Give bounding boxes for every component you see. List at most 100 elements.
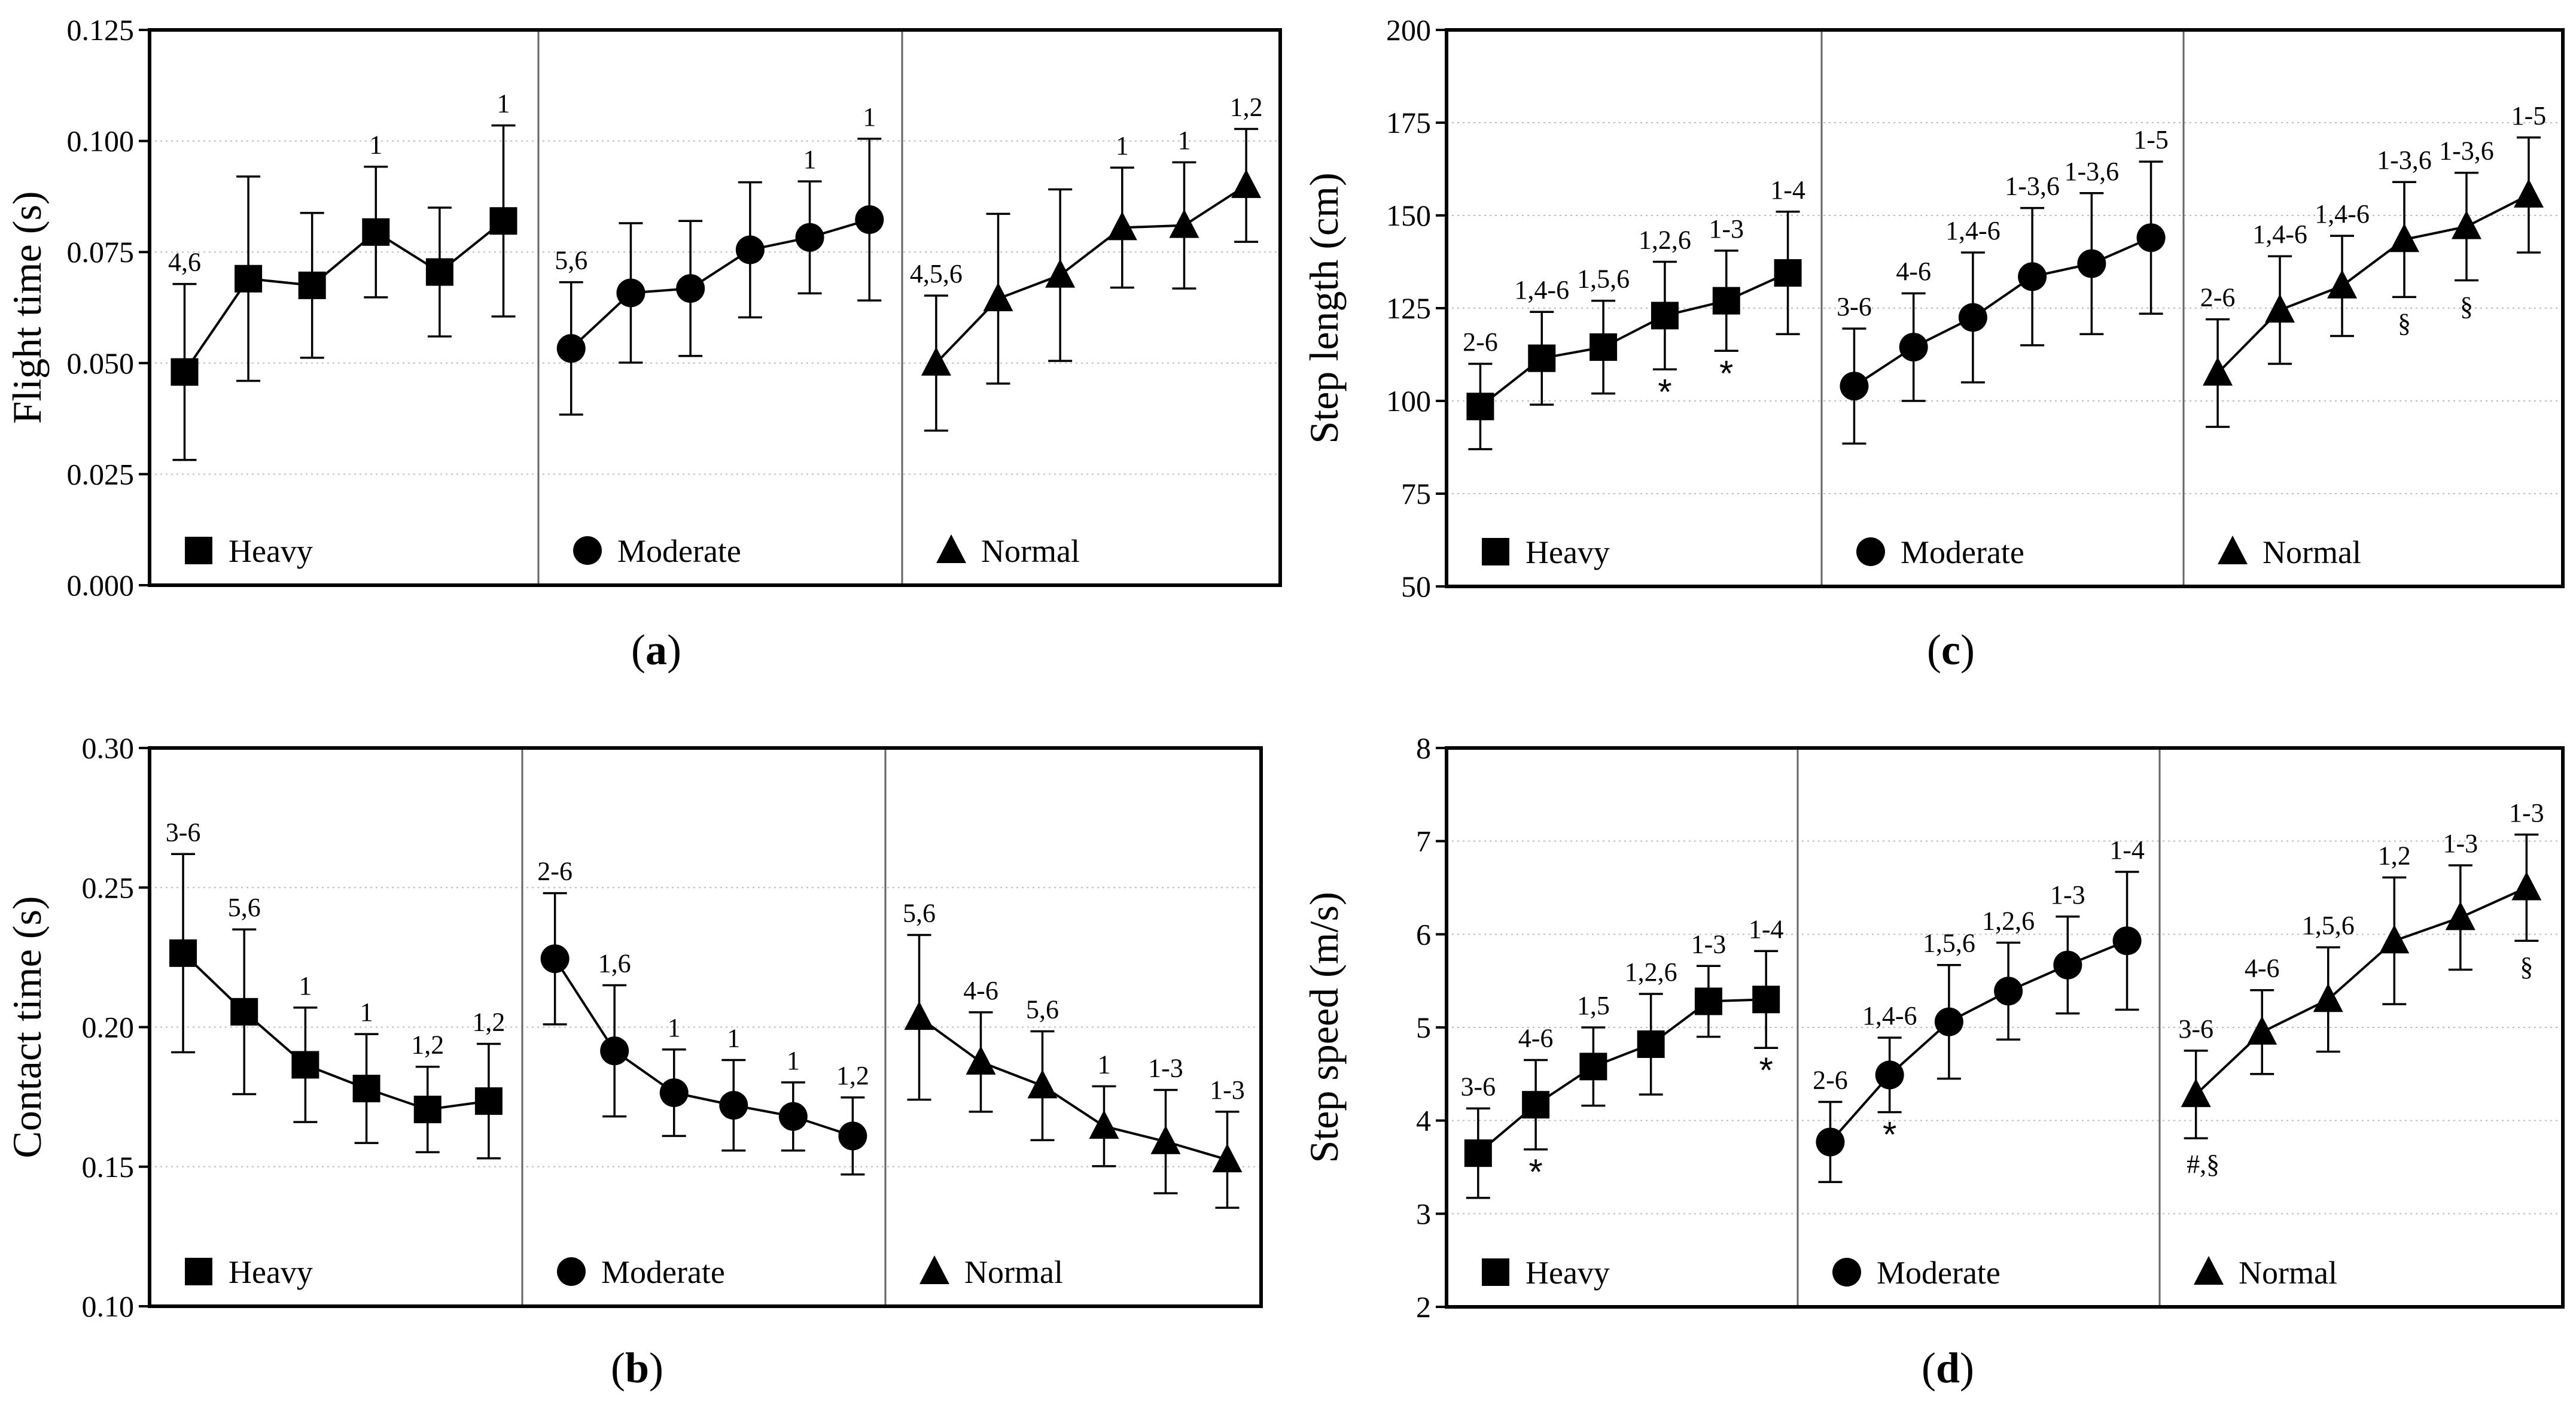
- data-point: [235, 264, 263, 293]
- significance-label: 1,5,6: [1577, 264, 1630, 294]
- data-point: [1694, 987, 1722, 1015]
- y-tick-label: 125: [1386, 291, 1431, 325]
- plot-frame: [148, 28, 1282, 587]
- significance-label: 1: [668, 1013, 681, 1042]
- significance-label: 5,6: [555, 246, 587, 275]
- series-line: [935, 184, 1247, 364]
- data-point: [600, 1036, 629, 1066]
- series-line: [570, 218, 870, 349]
- caption-letter: d: [1936, 1344, 1960, 1392]
- legend-marker: [2194, 1256, 2224, 1285]
- y-tick-label: 75: [1401, 477, 1431, 510]
- data-point: [719, 1091, 748, 1120]
- significance-label: 1: [863, 102, 876, 132]
- data-point: [1712, 287, 1740, 315]
- significance-label: 1-3: [1691, 929, 1727, 959]
- y-axis-title: Flight time (s): [4, 191, 50, 424]
- significance-label: 1: [360, 998, 373, 1027]
- legend-marker: [573, 536, 602, 565]
- significance-label: 1-3: [1148, 1053, 1183, 1082]
- series-line: [918, 1016, 1228, 1161]
- y-tick-label: 0.050: [67, 346, 135, 380]
- y-tick-label: 0.000: [67, 568, 135, 602]
- series-heavy: 4,6 1 1 Heavy: [168, 89, 517, 569]
- data-point: [735, 235, 765, 264]
- data-point: [556, 334, 586, 363]
- y-tick-label: 0.15: [82, 1150, 135, 1184]
- data-point: [2389, 223, 2419, 253]
- data-point: [838, 1121, 867, 1151]
- significance-symbol: *: [1719, 353, 1733, 393]
- data-point: [1466, 393, 1494, 421]
- data-point: [169, 939, 197, 967]
- data-point: [1107, 211, 1137, 241]
- panel-caption: (a): [631, 626, 681, 674]
- significance-label: 4-6: [963, 976, 998, 1005]
- y-axis-title: Contact time (s): [4, 896, 50, 1158]
- legend-marker: [1856, 537, 1885, 566]
- y-tick-label: 175: [1386, 106, 1431, 139]
- panel-caption: (d): [1922, 1344, 1974, 1392]
- legend-marker: [1482, 538, 1509, 565]
- series-normal: 3-6 4-6 1,5,6 1,2 1-3 1-3 #,§ § Normal: [2178, 798, 2544, 1291]
- plot-frame: [1445, 746, 2565, 1309]
- legend-marker: [919, 1255, 949, 1284]
- data-point: [1089, 1110, 1119, 1139]
- significance-label: 2-6: [537, 857, 573, 886]
- significance-label: 1-4: [1770, 175, 1805, 205]
- significance-label: 1,5,6: [2302, 911, 2355, 940]
- data-point: [1231, 169, 1262, 198]
- significance-label: 1-3: [1210, 1075, 1245, 1105]
- significance-label: 1-4: [1749, 914, 1784, 944]
- significance-label: 1-4: [2109, 835, 2145, 865]
- significance-label: 1: [787, 1046, 800, 1075]
- data-point: [1651, 302, 1679, 330]
- legend-marker: [1482, 1258, 1509, 1286]
- data-point: [1590, 333, 1618, 361]
- data-point: [676, 274, 705, 303]
- data-point: [230, 998, 258, 1026]
- y-tick-label: 100: [1386, 384, 1431, 418]
- y-tick-label: 0.10: [82, 1290, 135, 1323]
- significance-label: 1-3: [2509, 798, 2544, 828]
- significance-symbol: *: [1883, 1115, 1896, 1155]
- significance-label: 1,5,6: [1923, 929, 1975, 958]
- data-point: [425, 258, 453, 286]
- data-point: [1875, 1060, 1904, 1090]
- series-moderate: 2-6 1,6 1 1 1 1,2 Moderate: [537, 857, 869, 1290]
- data-point: [352, 1075, 380, 1103]
- significance-symbol: *: [1759, 1050, 1773, 1090]
- data-point: [659, 1078, 689, 1108]
- y-tick-label: 0.30: [82, 731, 135, 765]
- caption-paren-close: ): [667, 626, 681, 674]
- data-point: [1774, 259, 1802, 287]
- legend-marker: [936, 534, 966, 563]
- caption-paren-open: (: [611, 1344, 625, 1392]
- y-tick-label: 5: [1416, 1011, 1431, 1044]
- legend-label: Moderate: [1877, 1255, 2000, 1291]
- y-tick-label: 0.100: [67, 124, 135, 158]
- significance-symbol: *: [1658, 372, 1671, 412]
- data-point: [2077, 249, 2106, 278]
- significance-label: 1,2: [2378, 841, 2411, 870]
- y-tick-label: 2: [1416, 1290, 1431, 1324]
- series-heavy: 3-6 5,6 1 1 1,2 1,2 Heavy: [166, 817, 506, 1290]
- significance-label: 2-6: [1813, 1066, 1848, 1095]
- legend-label: Heavy: [229, 1254, 313, 1290]
- data-point: [904, 1001, 934, 1030]
- significance-label: 4-6: [1896, 257, 1931, 286]
- data-point: [778, 1102, 808, 1131]
- significance-label: 1,4-6: [2252, 220, 2307, 249]
- significance-label: 1-3: [2443, 829, 2478, 858]
- data-point: [795, 223, 824, 252]
- y-tick-label: 4: [1416, 1104, 1431, 1138]
- data-point: [1934, 1007, 1963, 1036]
- plot-frame: [148, 746, 1263, 1308]
- data-point: [855, 205, 884, 235]
- significance-label: 4-6: [2245, 954, 2280, 983]
- legend-label: Normal: [964, 1254, 1063, 1290]
- significance-label: 1,2: [411, 1030, 444, 1060]
- caption-paren-close: ): [1960, 1344, 1974, 1392]
- legend-label: Normal: [981, 533, 1080, 569]
- significance-label: 1-3,6: [2065, 157, 2120, 186]
